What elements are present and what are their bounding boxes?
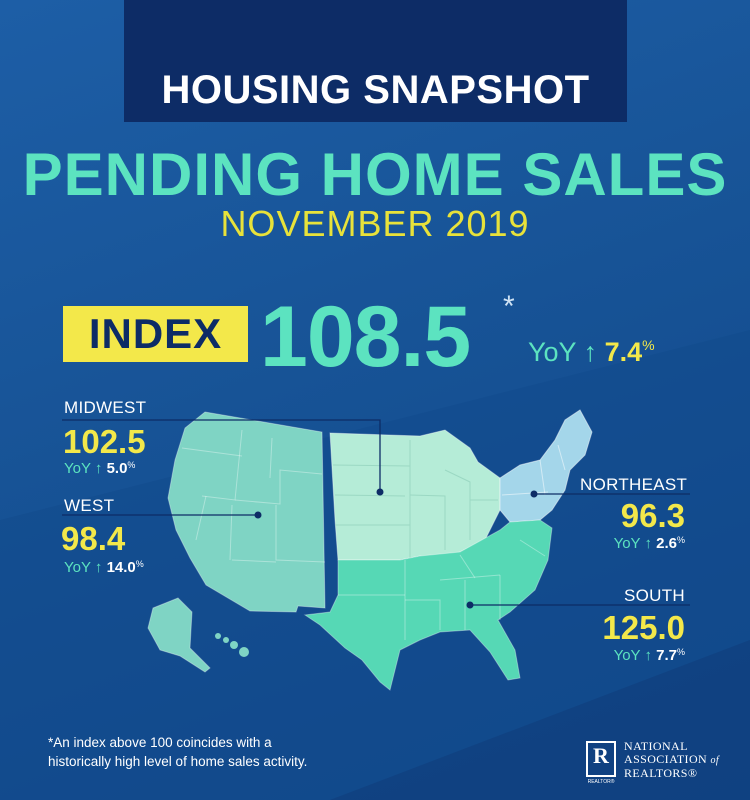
index-yoy-label: YoY <box>528 337 577 367</box>
footnote-line-1: *An index above 100 coincides with a <box>48 735 272 750</box>
yoy-change: 7.7 <box>656 647 677 664</box>
index-yoy: YoY ↑ 7.4% <box>528 337 655 368</box>
region-yoy-south: YoY ↑ 7.7% <box>560 647 685 664</box>
south-state-lines <box>338 539 546 640</box>
realtor-logo-caption: REALTOR® <box>587 779 615 785</box>
up-arrow-icon: ↑ <box>94 460 103 477</box>
region-yoy-midwest: YoY ↑ 5.0% <box>64 460 135 477</box>
region-yoy-west: YoY ↑ 14.0% <box>64 559 144 576</box>
nar-line-2-of: of <box>710 755 720 766</box>
yoy-sign: % <box>676 535 685 545</box>
yoy-sign: % <box>676 647 685 657</box>
page-title: PENDING HOME SALES <box>22 141 728 208</box>
map-hawaii <box>215 633 249 657</box>
nar-line-3: REALTORS® <box>624 766 698 780</box>
yoy-sign: % <box>135 559 144 569</box>
region-value-midwest: 102.5 <box>63 423 146 460</box>
yoy-change: 5.0 <box>106 460 128 477</box>
index-yoy-change: 7.4 <box>604 337 643 367</box>
index-asterisk: * <box>503 290 515 323</box>
region-name-northeast: NORTHEAST <box>580 475 688 494</box>
index-yoy-sign: % <box>642 337 655 353</box>
yoy-change: 14.0 <box>106 559 136 576</box>
midwest-state-lines <box>332 440 498 560</box>
nar-line-2: ASSOCIATION <box>624 752 708 766</box>
page-subtitle: NOVEMBER 2019 <box>220 203 530 244</box>
footnote: *An index above 100 coincides with a his… <box>48 733 368 771</box>
up-arrow-icon: ↑ <box>583 337 598 367</box>
map-alaska <box>147 597 211 673</box>
realtor-logo-mark: R <box>593 743 609 768</box>
footnote-line-2: historically high level of home sales ac… <box>48 754 308 769</box>
yoy-sign: % <box>127 460 136 470</box>
region-name-south: SOUTH <box>624 586 685 605</box>
index-label: INDEX <box>88 310 223 357</box>
yoy-label: YoY <box>64 460 91 477</box>
leader-lines <box>62 419 690 606</box>
region-name-midwest: MIDWEST <box>64 398 147 417</box>
header-banner <box>124 0 627 122</box>
realtor-logo-icon: R REALTOR® <box>586 741 616 785</box>
map-region-south <box>303 519 553 691</box>
region-value-south: 125.0 <box>602 609 685 646</box>
nar-line-1: NATIONAL <box>624 739 688 753</box>
up-arrow-icon: ↑ <box>644 535 652 552</box>
nar-wordmark: NATIONAL ASSOCIATION of REALTORS® <box>624 740 719 780</box>
header-label: HOUSING SNAPSHOT <box>161 68 590 112</box>
index-badge <box>63 306 248 362</box>
map-region-west <box>167 411 326 613</box>
up-arrow-icon: ↑ <box>644 647 652 664</box>
yoy-change: 2.6 <box>656 535 677 552</box>
leader-dots <box>254 488 538 609</box>
yoy-label: YoY <box>613 647 641 664</box>
region-yoy-northeast: YoY ↑ 2.6% <box>560 535 685 552</box>
index-value: 108.5 <box>260 289 471 385</box>
yoy-label: YoY <box>64 559 91 576</box>
region-name-west: WEST <box>64 496 115 515</box>
region-value-west: 98.4 <box>61 520 126 557</box>
region-value-northeast: 96.3 <box>620 497 685 534</box>
west-state-lines <box>181 429 326 563</box>
northeast-state-lines <box>501 444 566 496</box>
up-arrow-icon: ↑ <box>94 559 103 576</box>
yoy-label: YoY <box>613 535 641 552</box>
